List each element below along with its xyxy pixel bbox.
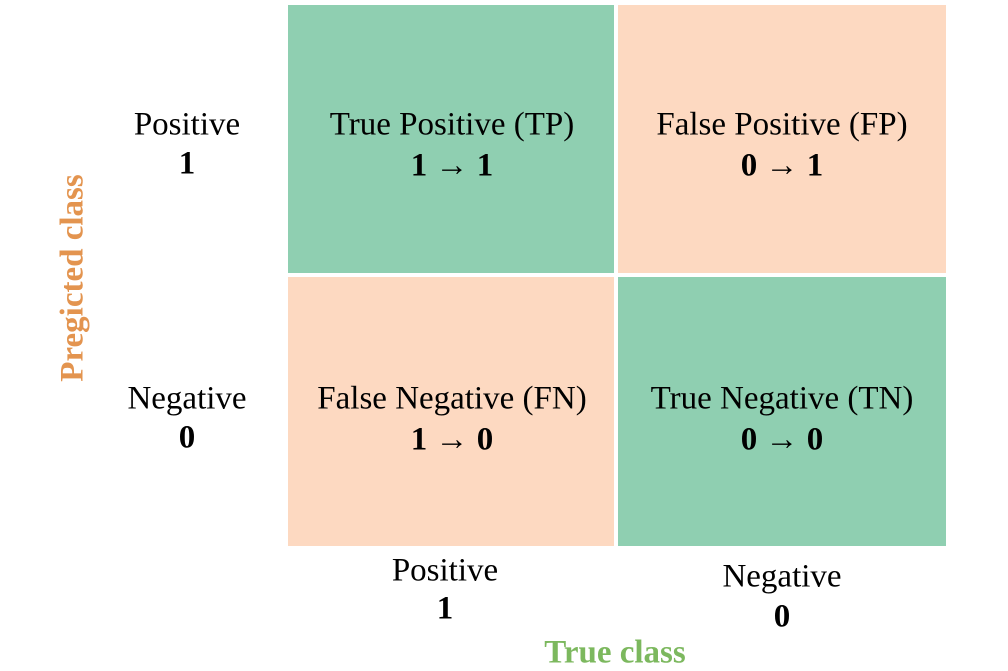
cell-mapping: 1 → 1 <box>411 148 494 184</box>
column-code: 0 <box>774 599 791 635</box>
cell-name: False Negative (FN) <box>317 381 586 417</box>
cell-fn <box>288 277 614 546</box>
row-code: 0 <box>179 420 196 456</box>
cell-tp <box>288 5 614 273</box>
cell-tn <box>618 277 946 546</box>
cell-mapping: 0 → 1 <box>741 148 824 184</box>
cell-name: True Positive (TP) <box>330 107 574 143</box>
row-code: 1 <box>179 146 196 182</box>
x-axis-title: True class <box>544 635 686 671</box>
cell-mapping: 1 → 0 <box>411 422 494 458</box>
column-code: 1 <box>437 591 454 627</box>
column-label: Positive <box>392 553 498 589</box>
cell-name: False Positive (FP) <box>656 107 907 143</box>
row-label: Negative <box>127 381 246 417</box>
column-label: Negative <box>722 559 841 595</box>
cell-fp <box>618 5 946 273</box>
cell-name: True Negative (TN) <box>651 381 914 417</box>
cell-mapping: 0 → 0 <box>741 422 824 458</box>
y-axis-title: Pregicted class <box>55 174 91 382</box>
row-label: Positive <box>134 107 240 143</box>
